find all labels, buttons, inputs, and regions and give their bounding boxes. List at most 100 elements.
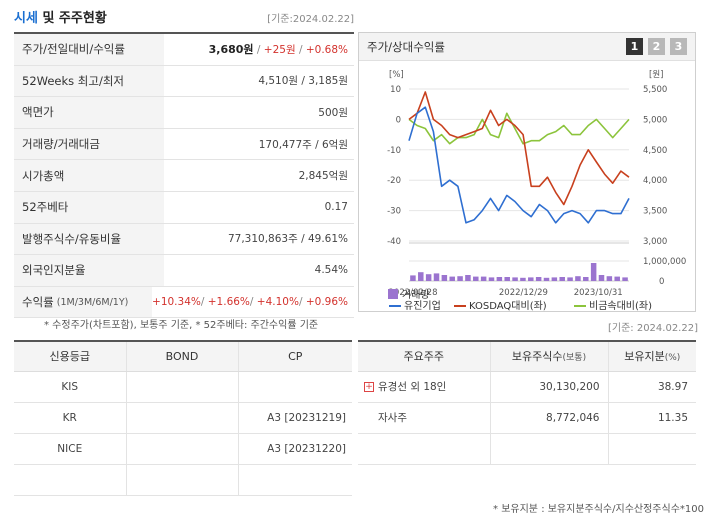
note-left: * 수정주가(차트포함), 보통주 기준, * 52주베타: 주간수익률 기준 xyxy=(44,320,319,331)
return-6m: +4.10% xyxy=(256,296,299,309)
y-right-tick-label: 4,500 xyxy=(643,146,667,156)
volume-bar xyxy=(559,277,565,281)
volume-bar xyxy=(480,276,487,281)
holders-header-name: 주요주주 xyxy=(358,341,490,372)
price-chart: [%] [원] 10 5,500 0 5,000 -10 4,500 -20 4,000 -30 3,… xyxy=(387,70,686,311)
volume-bar xyxy=(488,277,495,281)
row-label: 52Weeks 최고/최저 xyxy=(14,65,164,97)
return-3m: +1.66% xyxy=(207,296,250,309)
note-right: * 보유지분 : 보유지분주식수/지수산정주식수*100 xyxy=(493,504,704,515)
y-right-tick-label: 3,000 xyxy=(643,237,667,247)
table-row: KR A3 [20231219] xyxy=(14,402,352,434)
section-title: 시세 및 주주현황 xyxy=(14,7,107,26)
returns-label: 수익률 xyxy=(22,295,54,310)
price-change: +25원 xyxy=(263,44,296,57)
holders-header-pct-sub: (%) xyxy=(664,353,681,364)
y-right-tick-label: 4,000 xyxy=(643,176,667,186)
y-left-tick-label: 10 xyxy=(390,85,401,95)
y-left-tick-label: -40 xyxy=(387,237,401,247)
current-price: 3,680원 xyxy=(208,43,254,57)
credit-agency xyxy=(14,464,126,496)
volume-bar xyxy=(520,277,526,281)
row-value: 170,477주 / 6억원 xyxy=(258,138,348,151)
legend-s1: 유진기업 xyxy=(404,299,441,311)
section-title-rest: 및 주주현황 xyxy=(37,11,107,26)
series-line-2 xyxy=(408,91,630,206)
expand-plus-icon[interactable]: + xyxy=(364,382,374,392)
chart-page-1[interactable]: 1 xyxy=(626,38,643,55)
credit-agency: KIS xyxy=(14,371,126,403)
row-value: 500원 xyxy=(318,106,348,119)
table-row: 자사주 8,772,046 11.35 xyxy=(358,402,696,434)
credit-header-bond: BOND xyxy=(125,341,238,372)
holders-header-shares-sub: (보통) xyxy=(562,353,587,364)
chart-page-3[interactable]: 3 xyxy=(670,38,687,55)
base-date-2: [기준: 2024.02.22] xyxy=(607,323,698,334)
volume-bar xyxy=(441,275,448,281)
y-right-tick-label: 5,000 xyxy=(643,115,667,125)
x-tick-label: 2023/10/31 xyxy=(574,288,623,298)
holder-pct xyxy=(607,433,696,465)
volume-bar xyxy=(418,272,424,281)
volume-bar xyxy=(575,276,581,281)
row-value: 4.54% xyxy=(314,264,348,277)
row-face-value: 액면가 500원 xyxy=(14,97,354,129)
volume-bar xyxy=(543,277,550,281)
table-row xyxy=(358,433,696,465)
row-label: 시가총액 xyxy=(14,160,164,191)
row-value: 3,680원 / +25원 / +0.68% xyxy=(208,43,348,57)
volume-bar xyxy=(457,276,463,281)
legend-s2: KOSDAQ대비(좌) xyxy=(469,300,547,311)
row-label: 52주베타 xyxy=(14,191,164,223)
table-row: KIS xyxy=(14,371,352,403)
left-unit-label: [%] xyxy=(389,70,404,80)
holders-header-pct-text: 보유지분 xyxy=(624,350,665,364)
row-label: 주가/전일대비/수익률 xyxy=(14,34,164,65)
holder-shares xyxy=(489,433,608,465)
holder-shares: 30,130,200 xyxy=(489,371,608,403)
volume-tick-label: 1,000,000 xyxy=(643,257,686,267)
row-value: 0.17 xyxy=(324,201,348,214)
y-left-tick-label: -20 xyxy=(387,176,401,186)
holders-table: 주요주주 보유주식수(보통) 보유지분(%) + 유경선 외 18인 30,130… xyxy=(358,340,696,465)
volume-bar xyxy=(598,275,605,281)
volume-bar xyxy=(535,277,542,281)
legend-volume-label: 거래량 xyxy=(402,290,430,301)
y-left-tick-label: -30 xyxy=(387,207,401,217)
row-beta: 52주베타 0.17 xyxy=(14,191,354,224)
row-label: 수익률 (1M/3M/6M/1Y) xyxy=(14,286,153,318)
row-value: +10.34%/ +1.66%/ +4.10%/ +0.96% xyxy=(152,296,348,309)
credit-agency: KR xyxy=(14,402,126,434)
row-label: 외국인지분율 xyxy=(14,255,164,286)
row-price: 주가/전일대비/수익률 3,680원 / +25원 / +0.68% xyxy=(14,34,354,66)
chart-page-2[interactable]: 2 xyxy=(648,38,665,55)
volume-bar xyxy=(473,276,479,281)
volume-bar xyxy=(433,273,440,281)
holder-pct: 38.97 xyxy=(607,371,696,403)
volume-bar xyxy=(590,263,597,281)
row-shares: 발행주식수/유동비율 77,310,863주 / 49.61% xyxy=(14,223,354,256)
return-1m: +10.34% xyxy=(152,296,201,309)
section-title-accent: 시세 xyxy=(14,11,38,26)
table-row: NICE A3 [20231220] xyxy=(14,433,352,465)
chart-title: 주가/상대수익률 xyxy=(367,39,445,54)
right-unit-label: [원] xyxy=(649,70,663,80)
table-row xyxy=(14,464,352,496)
holder-name: 유경선 외 18인 xyxy=(378,381,447,393)
chart-pager: 1 2 3 xyxy=(626,38,687,55)
row-label: 거래량/거래대금 xyxy=(14,128,164,160)
volume-bar xyxy=(551,277,558,281)
credit-bond xyxy=(125,371,238,403)
series-line-3 xyxy=(408,112,630,145)
volume-bar xyxy=(465,275,471,281)
credit-cp xyxy=(237,371,352,403)
return-1y: +0.96% xyxy=(305,296,348,309)
table-row: + 유경선 외 18인 30,130,200 38.97 xyxy=(358,371,696,403)
volume-bar xyxy=(496,277,503,281)
y-left-tick-label: 0 xyxy=(396,115,401,125)
volume-bar xyxy=(528,277,534,281)
row-label: 액면가 xyxy=(14,97,164,128)
holder-name-cell: + 유경선 외 18인 xyxy=(358,371,490,403)
credit-header-agency: 신용등급 xyxy=(14,341,126,372)
volume-bar xyxy=(622,277,628,281)
